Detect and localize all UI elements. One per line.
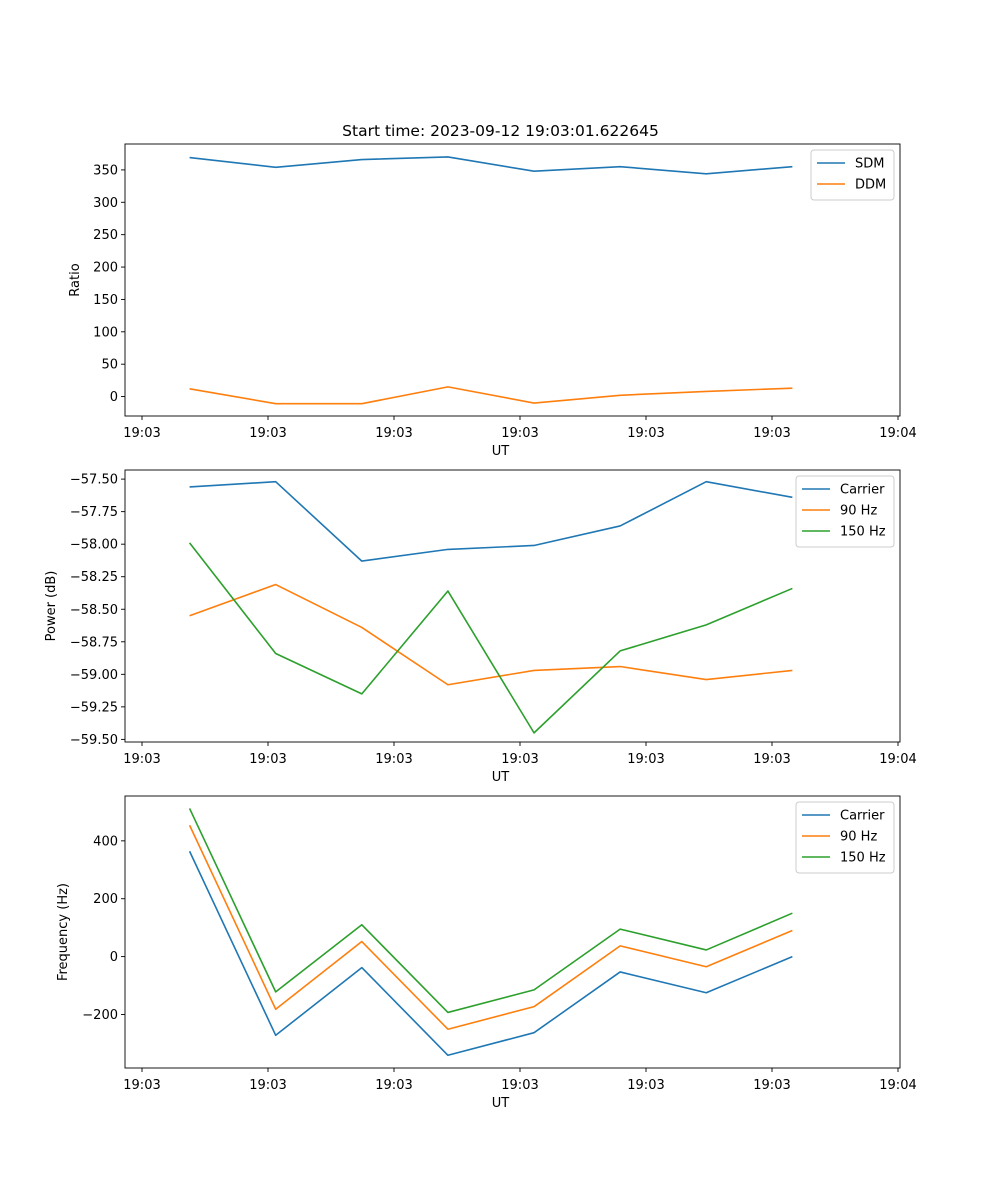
y-tick-label: 0 [110,950,118,965]
x-tick-label: 19:03 [627,1078,664,1093]
legend-box [795,801,895,874]
y-tick-label: −200 [82,1008,118,1023]
y-tick-label: −59.50 [70,733,118,748]
y-tick-label: −58.00 [70,538,118,553]
plot-frame [124,795,901,1069]
legend: Carrier 90 Hz 150 Hz [795,801,895,874]
series-line-sdm [189,156,793,175]
x-tick-label: 19:03 [249,752,286,767]
y-tick-label: 50 [101,358,118,373]
y-tick-label: −58.25 [70,570,118,585]
y-tick-label: −59.00 [70,668,118,683]
chart-panel-1: Start time: 2023-09-12 19:03:01.622645 19… [68,122,917,459]
x-tick-label: 19:03 [249,1078,286,1093]
x-tick-label: 19:04 [879,1078,916,1093]
y-tick-label: 300 [93,196,118,211]
x-tick-label: 19:03 [375,752,412,767]
x-tick-label: 19:03 [123,426,160,441]
y-axis-label: Ratio [68,263,83,296]
x-tick-label: 19:03 [501,1078,538,1093]
legend: Carrier 90 Hz 150 Hz [795,475,895,548]
x-tick-label: 19:03 [249,426,286,441]
y-tick-label: 150 [93,293,118,308]
chart-panel-2: 19:03 19:03 19:03 19:03 19:03 19:03 19:04 −59.5… [44,469,917,785]
y-tick-label: 200 [93,261,118,276]
series-line-ddm [189,386,793,405]
x-tick-label: 19:04 [879,752,916,767]
chart-title: Start time: 2023-09-12 19:03:01.622645 [342,122,659,140]
series-line-150-hz [188,808,793,1014]
series-line-carrier [189,480,793,562]
y-tick-label: 0 [110,390,118,405]
y-tick-label: 200 [93,892,118,907]
legend-label: 90 Hz [840,830,877,845]
x-tick-label: 19:03 [375,426,412,441]
y-tick-label: 250 [93,228,118,243]
x-tick-label: 19:03 [375,1078,412,1093]
series-line-carrier [188,850,793,1057]
y-tick-label: −58.75 [70,635,118,650]
legend-label: 150 Hz [840,851,886,866]
y-tick-label: 400 [93,834,118,849]
x-tick-label: 19:03 [753,752,790,767]
legend-label: 150 Hz [840,525,886,540]
x-tick-label: 19:03 [753,1078,790,1093]
series-line-90-hz [189,583,793,686]
series-line-150-hz [188,542,793,734]
legend-label: 90 Hz [840,504,877,519]
x-axis-label: UT [492,444,510,459]
legend-label: DDM [855,178,886,193]
legend-label: SDM [855,157,884,172]
y-axis-label: Power (dB) [44,571,59,642]
y-tick-label: −57.75 [70,505,118,520]
legend-label: Carrier [840,809,885,824]
x-axis-label: UT [492,1096,510,1111]
y-tick-label: −59.25 [70,700,118,715]
x-tick-label: 19:03 [627,426,664,441]
chart-panel-3: 19:03 19:03 19:03 19:03 19:03 19:03 19:04 −200 0… [56,795,917,1111]
plot-frame [124,469,901,743]
legend: SDM DDM [810,149,895,201]
x-tick-label: 19:03 [753,426,790,441]
plot-frame [124,143,901,417]
y-tick-label: 350 [93,163,118,178]
x-tick-label: 19:04 [879,426,916,441]
x-axis-label: UT [492,770,510,785]
y-tick-label: −58.50 [70,603,118,618]
y-tick-label: 100 [93,325,118,340]
legend-box [795,475,895,548]
x-tick-label: 19:03 [501,426,538,441]
y-tick-label: −57.50 [70,473,118,488]
series-line-90-hz [188,824,793,1031]
x-tick-label: 19:03 [123,752,160,767]
y-axis-label: Frequency (Hz) [56,883,71,981]
x-tick-label: 19:03 [123,1078,160,1093]
legend-label: Carrier [840,483,885,498]
x-tick-label: 19:03 [627,752,664,767]
x-tick-label: 19:03 [501,752,538,767]
